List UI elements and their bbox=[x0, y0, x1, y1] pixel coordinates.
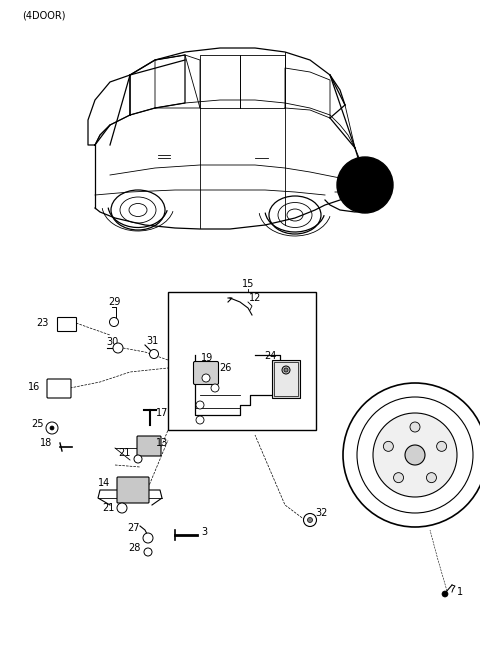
Text: 24: 24 bbox=[264, 351, 276, 361]
Text: 27: 27 bbox=[128, 523, 140, 533]
Circle shape bbox=[337, 157, 393, 213]
Bar bbox=[274, 362, 298, 396]
Circle shape bbox=[46, 422, 58, 434]
Text: 21: 21 bbox=[118, 448, 130, 458]
Circle shape bbox=[144, 548, 152, 556]
Circle shape bbox=[343, 383, 480, 527]
Text: 32: 32 bbox=[316, 508, 328, 518]
Circle shape bbox=[303, 514, 316, 527]
Circle shape bbox=[437, 441, 446, 451]
Text: 21: 21 bbox=[102, 503, 114, 513]
FancyBboxPatch shape bbox=[137, 436, 161, 456]
Circle shape bbox=[134, 455, 142, 463]
Circle shape bbox=[373, 413, 457, 497]
Circle shape bbox=[308, 517, 312, 523]
Circle shape bbox=[282, 366, 290, 374]
Circle shape bbox=[50, 426, 54, 430]
Text: 25: 25 bbox=[32, 419, 44, 429]
Text: 23: 23 bbox=[36, 318, 48, 328]
Circle shape bbox=[109, 318, 119, 326]
Circle shape bbox=[196, 416, 204, 424]
Circle shape bbox=[196, 401, 204, 409]
Circle shape bbox=[117, 503, 127, 513]
Text: 12: 12 bbox=[249, 293, 261, 303]
Bar bbox=[272, 360, 300, 398]
Text: 29: 29 bbox=[108, 297, 120, 307]
Circle shape bbox=[202, 374, 210, 382]
Text: 30: 30 bbox=[106, 337, 118, 347]
Text: 17: 17 bbox=[156, 408, 168, 418]
Circle shape bbox=[357, 397, 473, 513]
Circle shape bbox=[211, 384, 219, 392]
Text: 26: 26 bbox=[219, 363, 231, 373]
FancyBboxPatch shape bbox=[117, 477, 149, 503]
Text: 13: 13 bbox=[156, 438, 168, 448]
Circle shape bbox=[426, 473, 436, 483]
Circle shape bbox=[149, 350, 158, 358]
Circle shape bbox=[410, 422, 420, 432]
Circle shape bbox=[113, 343, 123, 353]
Text: 15: 15 bbox=[242, 279, 254, 289]
Text: 19: 19 bbox=[201, 353, 213, 363]
FancyBboxPatch shape bbox=[58, 318, 76, 331]
Text: 1: 1 bbox=[457, 587, 463, 597]
Text: 28: 28 bbox=[128, 543, 140, 553]
Circle shape bbox=[405, 445, 425, 465]
Text: 18: 18 bbox=[40, 438, 52, 448]
Bar bbox=[168, 292, 316, 430]
Text: 31: 31 bbox=[146, 336, 158, 346]
Text: 16: 16 bbox=[28, 382, 40, 392]
Text: 3: 3 bbox=[201, 527, 207, 537]
Text: (4DOOR): (4DOOR) bbox=[22, 10, 65, 20]
Circle shape bbox=[143, 533, 153, 543]
Circle shape bbox=[284, 368, 288, 372]
FancyBboxPatch shape bbox=[193, 362, 218, 384]
Circle shape bbox=[384, 441, 394, 451]
Text: 14: 14 bbox=[98, 478, 110, 488]
FancyBboxPatch shape bbox=[47, 379, 71, 398]
Circle shape bbox=[442, 591, 448, 597]
Circle shape bbox=[394, 473, 404, 483]
